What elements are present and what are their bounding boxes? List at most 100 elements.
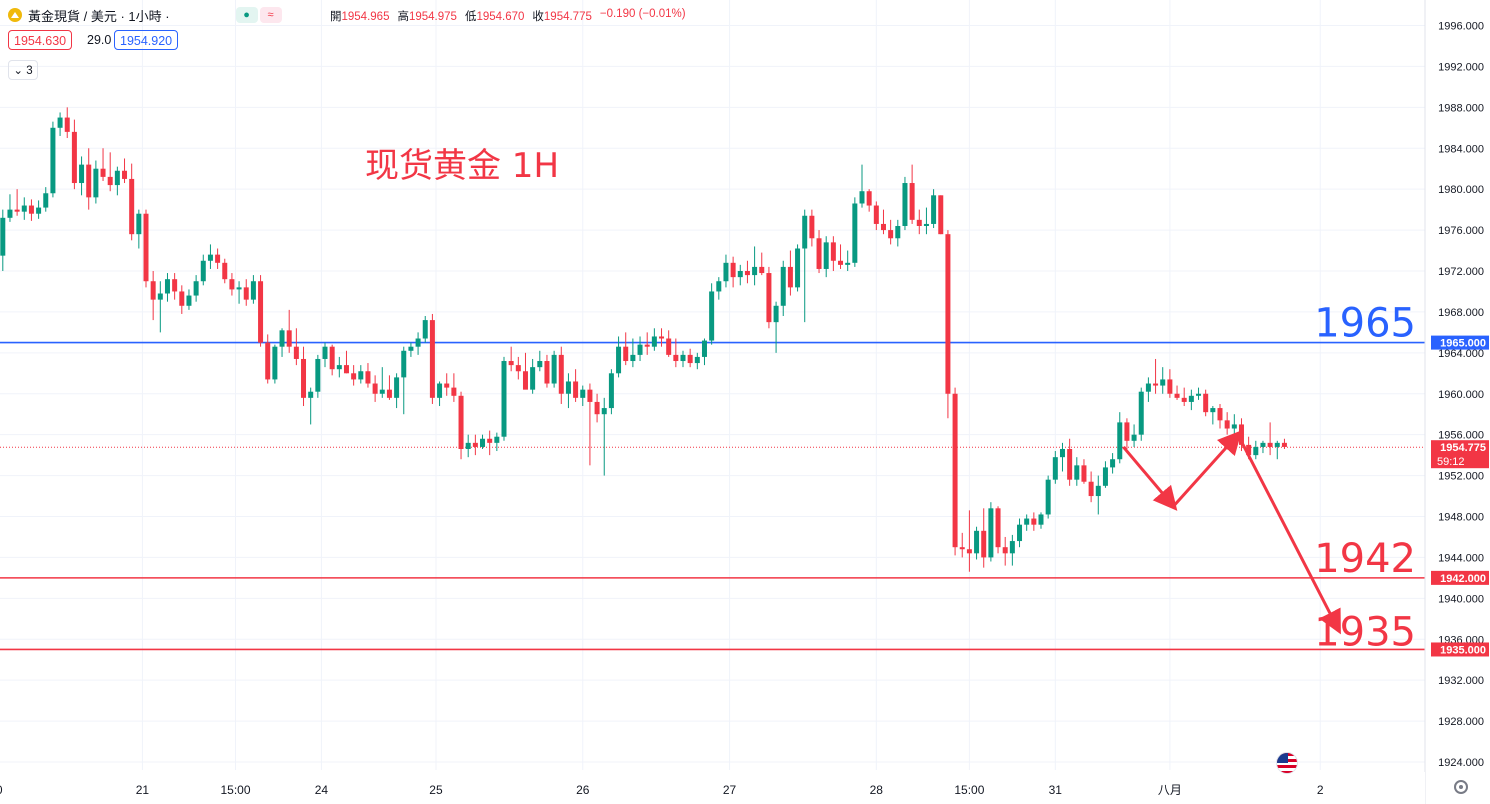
symbol-title[interactable]: 黃金現貨 / 美元 · 1小時 · — [28, 8, 170, 24]
candle — [451, 373, 457, 402]
candle-body — [1160, 379, 1166, 386]
candle-body — [601, 408, 607, 415]
candle-body — [329, 346, 335, 370]
candle-body — [408, 346, 414, 351]
sell-price-button[interactable]: 1954.630 — [8, 30, 73, 50]
candle-body — [415, 338, 421, 347]
candle-body — [365, 371, 371, 384]
candle-body — [301, 358, 307, 398]
candle — [437, 381, 443, 407]
candle-body — [215, 254, 221, 263]
indicators-toggle-button[interactable]: ⌄ 3 — [8, 60, 38, 80]
candle — [265, 334, 271, 384]
time-tick-label: 25 — [429, 783, 443, 797]
candle — [322, 342, 328, 368]
candle — [28, 199, 34, 221]
candle — [888, 219, 894, 245]
candle-body — [1131, 434, 1137, 441]
candle-body — [315, 358, 321, 392]
candle-body — [866, 191, 872, 206]
candle-body — [1088, 481, 1094, 497]
candle-body — [64, 117, 70, 132]
candle — [164, 273, 170, 302]
market-open-icon[interactable]: ● — [235, 7, 258, 23]
candle-body — [93, 168, 99, 198]
candle — [530, 358, 536, 394]
candle-body — [79, 164, 85, 184]
candle — [93, 160, 99, 204]
candle-body — [437, 383, 443, 398]
candle-body — [250, 281, 256, 300]
candle-body — [845, 262, 851, 265]
candle — [222, 258, 228, 284]
candle — [1095, 475, 1101, 515]
candle-body — [143, 213, 149, 282]
candle-body — [422, 320, 428, 339]
candle-body — [150, 281, 156, 300]
candle-body — [608, 373, 614, 409]
candle — [1231, 414, 1237, 437]
candle — [186, 289, 192, 310]
candle — [258, 275, 264, 347]
candle-body — [902, 183, 908, 226]
countdown-label: 59:12 — [1437, 456, 1465, 468]
time-axis: 0 21 15:00 24 25 26 27 28 15:00 31 八月 2 — [0, 772, 1425, 804]
candle-body — [1124, 422, 1130, 441]
time-tick-label: 24 — [315, 783, 329, 797]
candle-body — [136, 213, 142, 235]
candle — [651, 328, 657, 351]
candle — [895, 219, 901, 247]
candle — [1210, 406, 1216, 425]
candle-body — [1117, 422, 1123, 460]
candle — [551, 350, 557, 388]
price-tick-label: 1972.000 — [1438, 266, 1484, 278]
price-badge — [1431, 570, 1489, 585]
candle-body — [21, 205, 27, 212]
ohlc-open: 開1954.965 — [330, 11, 390, 23]
candle — [680, 350, 686, 368]
candle — [1052, 451, 1058, 484]
candle-body — [265, 342, 271, 380]
candle-body — [401, 350, 407, 378]
candle — [623, 332, 629, 366]
candle-body — [873, 205, 879, 224]
candle-body — [379, 389, 385, 394]
candle — [1253, 440, 1259, 460]
candle — [279, 328, 285, 357]
candle — [537, 350, 543, 372]
candle-body — [544, 361, 550, 384]
us-flag-icon[interactable] — [1276, 752, 1298, 774]
candle-body — [1102, 467, 1108, 486]
candle — [737, 264, 743, 286]
candle — [780, 260, 786, 317]
candle — [1181, 387, 1187, 407]
candle-body — [723, 262, 729, 282]
candle — [293, 328, 299, 366]
data-approx-icon[interactable]: ≈ — [259, 7, 282, 23]
candle — [730, 256, 736, 288]
candle-body — [737, 271, 743, 278]
gear-icon[interactable] — [1454, 780, 1468, 794]
candle-body — [1281, 442, 1287, 447]
candle-body — [838, 260, 844, 265]
level-big-label: 1942 — [1314, 536, 1416, 582]
symbol-legend[interactable]: 黃金現貨 / 美元 · 1小時 · ● ≈ — [8, 6, 282, 24]
candle-body — [229, 279, 235, 290]
candle-body — [830, 242, 836, 261]
candle — [852, 197, 858, 267]
candle-body — [164, 279, 170, 294]
candle-body — [630, 354, 636, 362]
ohlc-low: 低1954.670 — [464, 11, 525, 23]
candle — [902, 176, 908, 231]
buy-price-button[interactable]: 1954.920 — [114, 30, 179, 50]
indicators-count: 3 — [26, 65, 33, 77]
chart-grid — [0, 0, 1425, 770]
candle — [114, 166, 120, 196]
candle-body — [659, 336, 665, 339]
candle-body — [193, 281, 199, 296]
candle-body — [272, 346, 278, 380]
time-tick-label: 0 — [0, 783, 3, 797]
candle — [36, 200, 42, 219]
candle — [501, 356, 507, 441]
